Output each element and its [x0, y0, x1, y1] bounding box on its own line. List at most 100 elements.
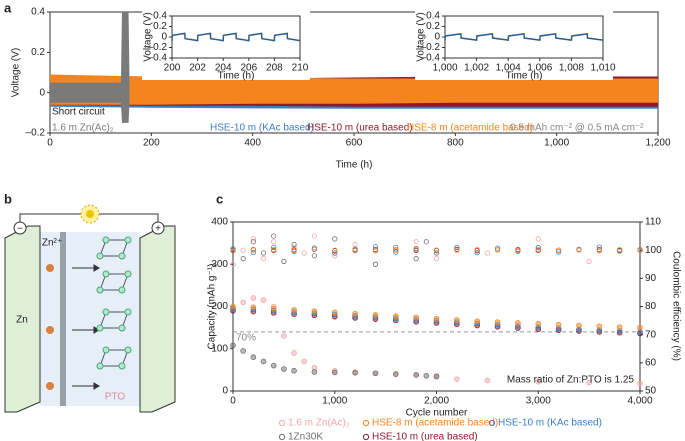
ce-point [250, 239, 256, 245]
ce-point [271, 233, 277, 239]
capacity-point [474, 318, 481, 325]
x-tick-label: 1,006 [527, 63, 552, 74]
pto-atoms [96, 236, 132, 370]
battery-diagram: − + Zn Zn²⁺ PTO [4, 204, 176, 413]
capacity-point [352, 370, 358, 376]
ce-point [260, 250, 267, 256]
x-tick-label: 200 [143, 138, 160, 149]
reference-label: 70% [236, 332, 256, 343]
legend-label: HSE-10 m (urea based) [372, 432, 478, 441]
capacity-point [423, 372, 430, 379]
ce-point [617, 248, 623, 254]
legend-label: HSE-10 m (KAc based) [210, 123, 314, 134]
x-tick-label: 1,000 [544, 138, 569, 149]
ce-point [474, 250, 480, 256]
ce-point [311, 245, 317, 251]
y-tick-label: –0.2 [26, 128, 46, 139]
capacity-point [240, 348, 246, 354]
electrolyte [40, 232, 140, 406]
y2-tick-label: 100 [645, 245, 662, 256]
separator [60, 232, 66, 406]
ce-point [535, 236, 541, 242]
arrows [72, 264, 100, 390]
ce-point [352, 241, 358, 248]
y-tick-label: –0.4 [421, 53, 441, 64]
ce-point [271, 244, 277, 250]
capacity-point [637, 324, 643, 331]
capacity-point [372, 312, 379, 318]
ce-point [413, 239, 419, 245]
ce-point [271, 247, 277, 253]
capacity-point [372, 370, 379, 377]
zn-electrode [4, 225, 41, 413]
pto-electrode [139, 225, 176, 413]
x-tick-label: 4,000 [627, 396, 652, 407]
ce-point [413, 246, 419, 252]
capacity-point [413, 372, 419, 378]
y-tick-label: 200 [211, 301, 228, 312]
panel-label: c [216, 191, 223, 206]
capacity-point [616, 324, 623, 331]
capacity-point [515, 320, 521, 326]
ce-point [281, 258, 287, 265]
y2-axis-title: Coulombic efficiency (%) [670, 251, 681, 361]
capacity-point [576, 322, 582, 329]
capacity-point [291, 350, 297, 356]
legend-label: 1.6 m Zn(Ac)₂ [52, 123, 114, 134]
capacity-point [311, 308, 318, 314]
x-tick-label: 202 [189, 63, 206, 74]
capacity-point [250, 304, 257, 311]
panel-label: b [4, 191, 12, 206]
ce-point [433, 247, 440, 254]
capacity-point [586, 379, 592, 386]
capacity-point [535, 378, 542, 385]
capacity-point [230, 303, 236, 310]
y-axis-title: Voltage (V) [143, 12, 154, 61]
voltage-band [50, 74, 658, 105]
ce-point [372, 248, 379, 254]
capacity-point [413, 314, 419, 321]
ce-point [250, 249, 256, 256]
x-axis-title: Time (h) [218, 71, 255, 82]
y-tick-label: 0.4 [153, 11, 167, 22]
ion [46, 264, 54, 272]
ce-point [311, 246, 317, 252]
x-tick-label: 200 [164, 63, 181, 74]
capacity-point [433, 315, 440, 322]
terminal-label: + [155, 224, 161, 235]
ce-point [535, 245, 541, 251]
pto-label: PTO [105, 392, 126, 403]
ce-point [230, 261, 236, 267]
ce-point [596, 248, 602, 254]
x-tick-label: 1,200 [645, 138, 670, 149]
ce-point [240, 247, 246, 253]
capacity-point [301, 358, 308, 365]
x-tick-label: 1,000 [432, 63, 457, 74]
terminal-label: − [17, 224, 23, 235]
ce-point [454, 244, 460, 250]
ce-point [576, 247, 582, 253]
x-tick-label: 3,000 [526, 396, 551, 407]
capacity-point [454, 317, 460, 323]
annotation: Short circuit [52, 107, 105, 118]
x-tick-label: 1,002 [464, 63, 489, 74]
capacity-point [555, 321, 562, 328]
x-tick-label: 1,010 [590, 63, 615, 74]
terminal [151, 221, 165, 235]
ce-point [372, 261, 379, 267]
legend-label: 1.6 m Zn(Ac)₂ [288, 418, 350, 429]
legend-marker [278, 419, 286, 427]
capacity-point [250, 295, 257, 301]
ce-point [393, 247, 399, 253]
ce-point [332, 247, 338, 253]
capacity-point [260, 297, 267, 303]
y-tick-label: 300 [211, 259, 228, 270]
capacity-point [392, 313, 399, 320]
legend-marker [362, 419, 370, 427]
y-tick-label: 0 [39, 87, 45, 98]
annotation: Mass ratio of Zn:PTO is 1.25 [507, 375, 635, 386]
y-axis-title: Voltage (V) [416, 12, 427, 61]
capacity-point [535, 321, 542, 327]
y-tick-label: –0.2 [148, 42, 168, 53]
ce-point [240, 256, 246, 262]
